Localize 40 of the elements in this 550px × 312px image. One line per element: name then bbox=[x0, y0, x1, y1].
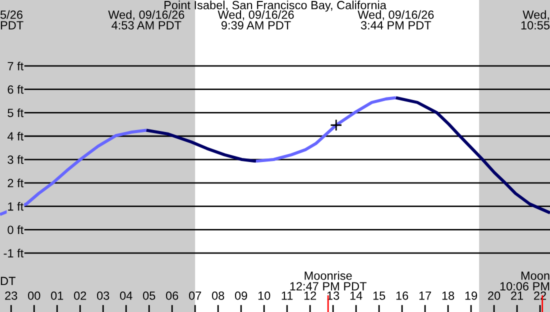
x-tick-label: 07 bbox=[188, 291, 202, 300]
x-tick-label: 15 bbox=[373, 292, 386, 300]
y-tick-label: 7 ft bbox=[8, 62, 24, 70]
x-tick-label: 10 bbox=[258, 291, 270, 300]
x-tick-label: 23 bbox=[5, 291, 18, 300]
x-tick-label: 02 bbox=[74, 291, 86, 300]
x-tick-label: 00 bbox=[28, 291, 40, 300]
annotation: Wed, 09/16/26 4:53 AM PDT bbox=[108, 10, 184, 30]
y-tick-label: -1 ft bbox=[4, 248, 24, 258]
annotation: Wed, 10:55 bbox=[521, 10, 550, 30]
x-tick-label: 20 bbox=[488, 291, 500, 300]
y-tick-label: 2 ft bbox=[8, 178, 24, 188]
annotation: 5/26 PDT bbox=[0, 10, 24, 30]
y-tick-label: 4 ft bbox=[7, 132, 24, 140]
x-tick-label: 14 bbox=[350, 292, 362, 300]
annotation: Wed, 09/16/26 9:39 AM PDT bbox=[218, 10, 294, 30]
x-tick-label: 01 bbox=[51, 291, 64, 300]
ref-line-label: Moon 10:06 PM bbox=[500, 272, 550, 290]
x-tick-label: 08 bbox=[212, 291, 224, 300]
x-tick-label: 11 bbox=[282, 292, 293, 300]
ref-line-label: Moonrise 12:47 PM PDT bbox=[290, 271, 367, 290]
x-tick-label: 06 bbox=[166, 291, 178, 300]
x-tick-label: 05 bbox=[142, 291, 156, 300]
y-tick-label: 1 ft bbox=[8, 202, 24, 211]
annotation: Wed, 09/16/26 3:44 PM PDT bbox=[358, 10, 434, 30]
x-tick-label: 12 bbox=[304, 291, 316, 300]
x-tick-label: 21 bbox=[511, 291, 524, 300]
x-tick-label: 13 bbox=[327, 291, 340, 300]
x-tick-label: 03 bbox=[96, 291, 110, 300]
y-tick-label: 0 ft bbox=[8, 225, 24, 234]
y-tick-label: 5 ft bbox=[8, 108, 24, 118]
x-tick-label: 17 bbox=[419, 292, 432, 300]
x-tick-label: 04 bbox=[120, 291, 132, 300]
y-tick-label: 3 ft bbox=[8, 155, 24, 164]
annotation: DT bbox=[0, 276, 16, 286]
x-tick-label: 09 bbox=[234, 291, 248, 300]
x-tick-label: 18 bbox=[442, 291, 454, 300]
x-tick-label: 19 bbox=[465, 291, 478, 300]
y-tick-label: 6 ft bbox=[8, 85, 24, 94]
x-tick-label: 16 bbox=[396, 291, 408, 300]
